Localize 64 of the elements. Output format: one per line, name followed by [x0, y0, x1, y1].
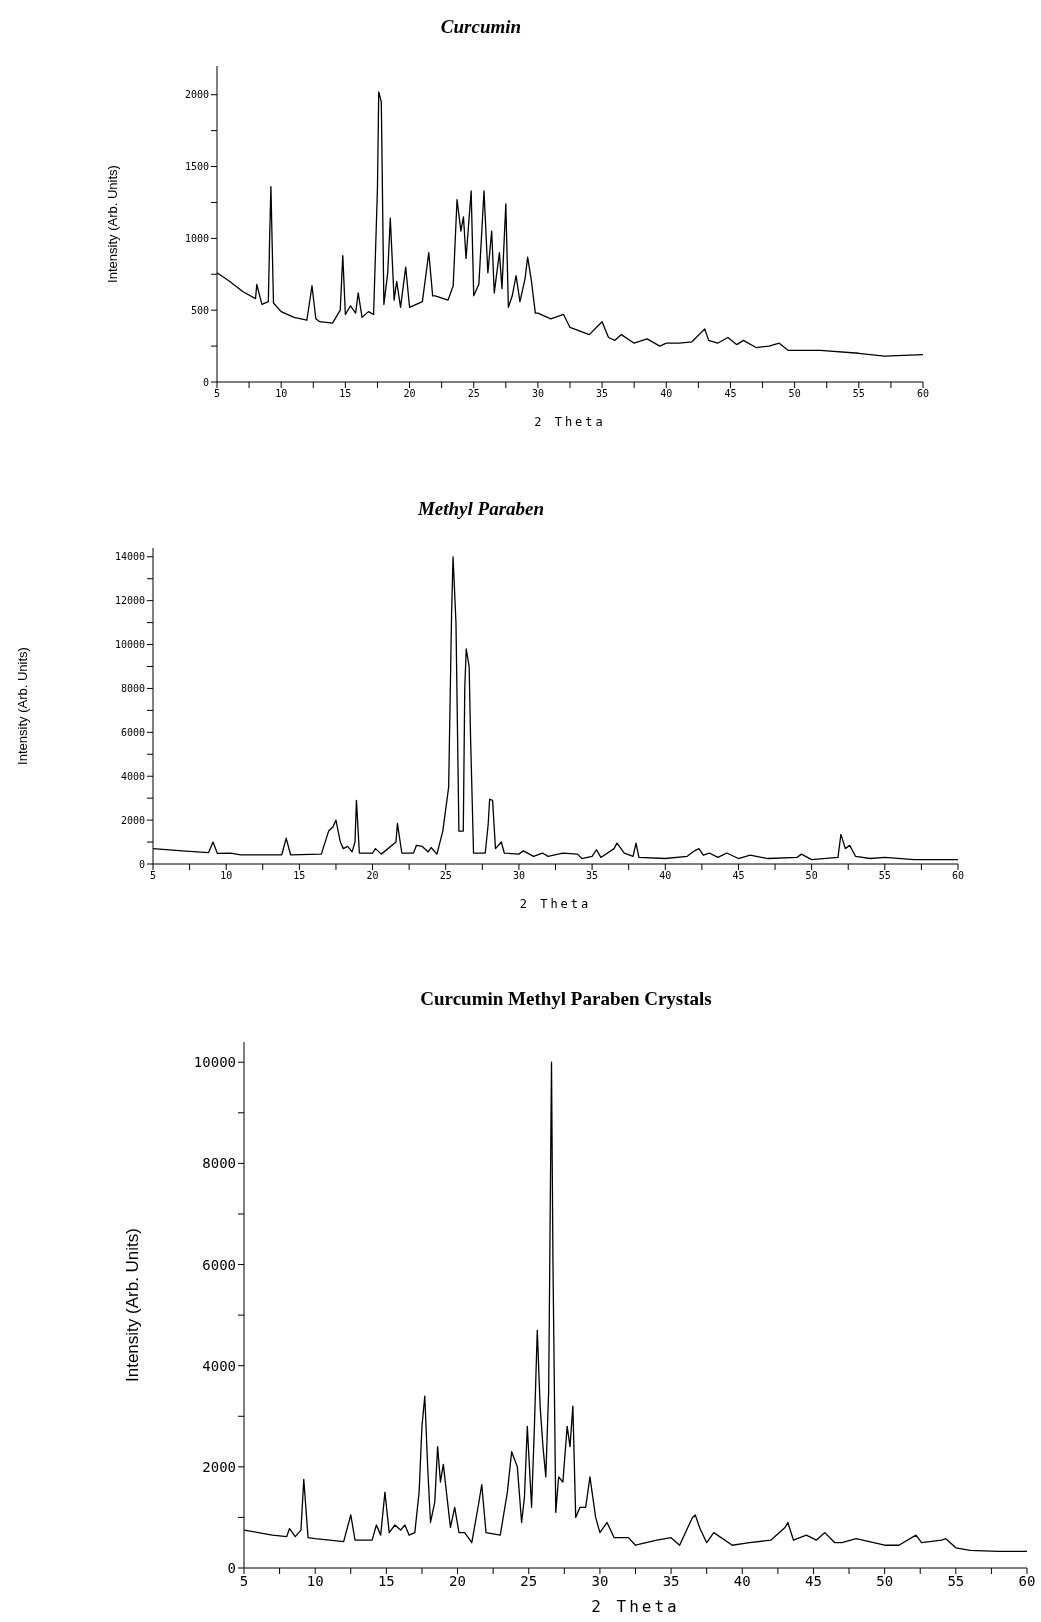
y-tick-label: 4000: [120, 770, 145, 782]
x-tick-label: 25: [467, 388, 480, 400]
x-tick-label: 20: [366, 870, 379, 882]
y-tick-label: 6000: [202, 1256, 236, 1273]
x-tick-label: 40: [733, 1572, 751, 1589]
y-axis-title: Intensity (Arb. Units): [123, 1228, 143, 1382]
x-tick-label: 30: [531, 388, 544, 400]
x-tick-label: 5: [239, 1572, 249, 1589]
x-tick-label: 35: [596, 388, 609, 400]
x-tick-label: 25: [439, 870, 452, 882]
y-tick-label: 1500: [184, 161, 209, 173]
x-tick-label: 60: [916, 388, 930, 400]
x-tick-label: 50: [805, 870, 818, 882]
y-tick-label: 0: [227, 1559, 236, 1576]
x-tick-label: 15: [339, 388, 352, 400]
y-tick-label: 0: [138, 858, 145, 870]
x-tick-label: 45: [805, 1572, 822, 1589]
x-tick-label: 5: [149, 870, 157, 882]
x-tick-label: 10: [275, 388, 288, 400]
x-tick-label: 55: [947, 1572, 965, 1589]
chart-title: Curcumin: [439, 16, 523, 38]
x-tick-label: 40: [660, 388, 673, 400]
y-tick-label: 4000: [202, 1357, 236, 1374]
y-tick-label: 10000: [193, 1054, 236, 1071]
y-tick-label: 14000: [114, 551, 145, 563]
y-tick-label: 0: [202, 376, 209, 388]
x-tick-label: 15: [377, 1572, 395, 1589]
x-tick-label: 55: [878, 870, 891, 882]
x-tick-label: 15: [293, 870, 306, 882]
y-axis-title: Intensity (Arb. Units): [14, 647, 30, 765]
x-tick-label: 30: [591, 1572, 609, 1589]
y-tick-label: 6000: [120, 726, 145, 738]
y-tick-label: 12000: [114, 595, 145, 607]
x-tick-label: 45: [724, 388, 737, 400]
chart-title: Methyl Paraben: [416, 498, 546, 520]
x-tick-label: 20: [449, 1572, 466, 1589]
x-tick-label: 35: [586, 870, 599, 882]
y-tick-label: 2000: [202, 1458, 236, 1475]
chart-title: Curcumin Methyl Paraben Crystals: [419, 988, 713, 1010]
x-tick-label: 35: [662, 1572, 680, 1589]
y-tick-label: 500: [190, 304, 209, 316]
x-tick-label: 30: [512, 870, 525, 882]
x-tick-label: 60: [951, 870, 965, 882]
x-axis-title: 2 Theta: [591, 1597, 680, 1616]
y-tick-label: 8000: [120, 682, 145, 694]
x-tick-label: 40: [659, 870, 672, 882]
y-tick-label: 1000: [184, 232, 209, 244]
x-tick-label: 60: [1018, 1572, 1036, 1589]
x-tick-label: 10: [306, 1572, 324, 1589]
y-tick-label: 8000: [202, 1155, 236, 1172]
x-axis-title: 2 Theta: [519, 897, 592, 911]
x-tick-label: 20: [403, 388, 416, 400]
x-tick-label: 10: [220, 870, 233, 882]
y-tick-label: 10000: [114, 639, 145, 651]
x-axis-title: 2 Theta: [534, 415, 606, 429]
x-tick-label: 25: [520, 1572, 538, 1589]
x-tick-label: 50: [876, 1572, 894, 1589]
y-tick-label: 2000: [120, 814, 145, 826]
x-tick-label: 5: [213, 388, 221, 400]
y-tick-label: 2000: [184, 89, 209, 101]
x-tick-label: 55: [852, 388, 865, 400]
x-tick-label: 50: [788, 388, 801, 400]
x-tick-label: 45: [732, 870, 745, 882]
y-axis-title: Intensity (Arb. Units): [104, 165, 120, 283]
